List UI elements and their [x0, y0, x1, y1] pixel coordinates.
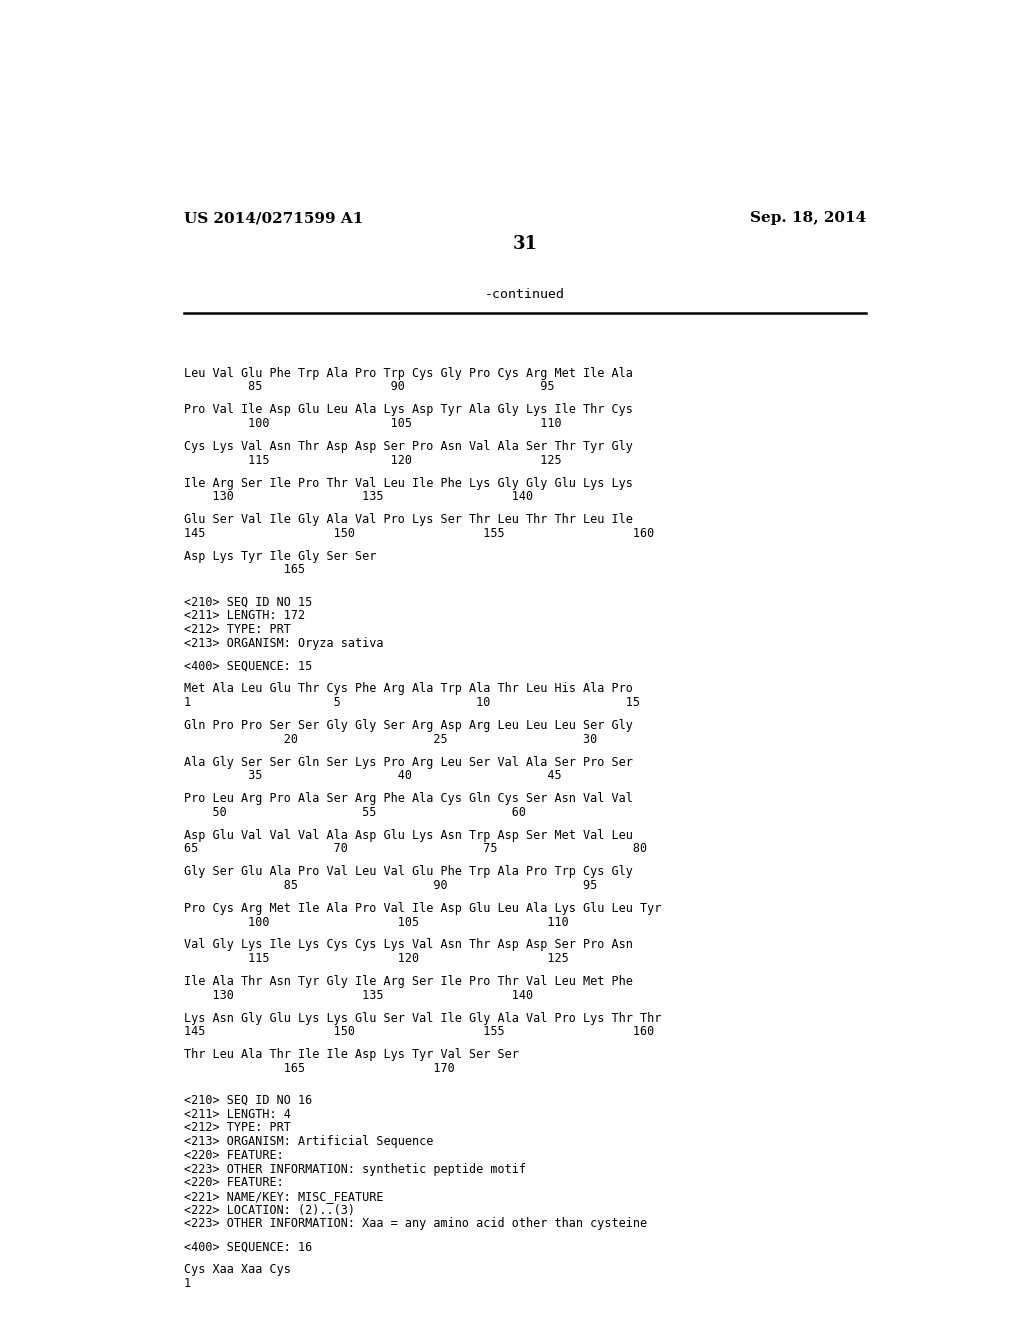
Text: Thr Leu Ala Thr Ile Ile Asp Lys Tyr Val Ser Ser: Thr Leu Ala Thr Ile Ile Asp Lys Tyr Val … — [183, 1048, 518, 1061]
Text: <213> ORGANISM: Oryza sativa: <213> ORGANISM: Oryza sativa — [183, 636, 383, 649]
Text: 100                 105                  110: 100 105 110 — [183, 417, 561, 430]
Text: Gly Ser Glu Ala Pro Val Leu Val Glu Phe Trp Ala Pro Trp Cys Gly: Gly Ser Glu Ala Pro Val Leu Val Glu Phe … — [183, 866, 633, 878]
Text: Asp Glu Val Val Val Ala Asp Glu Lys Asn Trp Asp Ser Met Val Leu: Asp Glu Val Val Val Ala Asp Glu Lys Asn … — [183, 829, 633, 842]
Text: <400> SEQUENCE: 15: <400> SEQUENCE: 15 — [183, 660, 311, 672]
Text: US 2014/0271599 A1: US 2014/0271599 A1 — [183, 211, 362, 226]
Text: Cys Lys Val Asn Thr Asp Asp Ser Pro Asn Val Ala Ser Thr Tyr Gly: Cys Lys Val Asn Thr Asp Asp Ser Pro Asn … — [183, 440, 633, 453]
Text: Met Ala Leu Glu Thr Cys Phe Arg Ala Trp Ala Thr Leu His Ala Pro: Met Ala Leu Glu Thr Cys Phe Arg Ala Trp … — [183, 682, 633, 696]
Text: Lys Asn Gly Glu Lys Lys Glu Ser Val Ile Gly Ala Val Pro Lys Thr Thr: Lys Asn Gly Glu Lys Lys Glu Ser Val Ile … — [183, 1011, 660, 1024]
Text: 145                  150                  155                  160: 145 150 155 160 — [183, 1026, 653, 1039]
Text: 85                  90                   95: 85 90 95 — [183, 380, 554, 393]
Text: <221> NAME/KEY: MISC_FEATURE: <221> NAME/KEY: MISC_FEATURE — [183, 1191, 383, 1203]
Text: <400> SEQUENCE: 16: <400> SEQUENCE: 16 — [183, 1241, 311, 1254]
Text: Pro Val Ile Asp Glu Leu Ala Lys Asp Tyr Ala Gly Lys Ile Thr Cys: Pro Val Ile Asp Glu Leu Ala Lys Asp Tyr … — [183, 404, 633, 416]
Text: 130                  135                  140: 130 135 140 — [183, 490, 532, 503]
Text: 20                   25                   30: 20 25 30 — [183, 733, 597, 746]
Text: <223> OTHER INFORMATION: Xaa = any amino acid other than cysteine: <223> OTHER INFORMATION: Xaa = any amino… — [183, 1217, 647, 1230]
Text: 50                   55                   60: 50 55 60 — [183, 805, 525, 818]
Text: 35                   40                   45: 35 40 45 — [183, 770, 561, 783]
Text: Sep. 18, 2014: Sep. 18, 2014 — [750, 211, 866, 226]
Text: 165: 165 — [183, 564, 305, 577]
Text: 100                  105                  110: 100 105 110 — [183, 916, 568, 928]
Text: 1                    5                   10                   15: 1 5 10 15 — [183, 696, 640, 709]
Text: 165                  170: 165 170 — [183, 1063, 455, 1074]
Text: Ala Gly Ser Ser Gln Ser Lys Pro Arg Leu Ser Val Ala Ser Pro Ser: Ala Gly Ser Ser Gln Ser Lys Pro Arg Leu … — [183, 755, 633, 768]
Text: <210> SEQ ID NO 16: <210> SEQ ID NO 16 — [183, 1094, 311, 1107]
Text: 145                  150                  155                  160: 145 150 155 160 — [183, 527, 653, 540]
Text: <220> FEATURE:: <220> FEATURE: — [183, 1148, 284, 1162]
Text: Gln Pro Pro Ser Ser Gly Gly Ser Arg Asp Arg Leu Leu Leu Ser Gly: Gln Pro Pro Ser Ser Gly Gly Ser Arg Asp … — [183, 719, 633, 733]
Text: Val Gly Lys Ile Lys Cys Cys Lys Val Asn Thr Asp Asp Ser Pro Asn: Val Gly Lys Ile Lys Cys Cys Lys Val Asn … — [183, 939, 633, 952]
Text: Leu Val Glu Phe Trp Ala Pro Trp Cys Gly Pro Cys Arg Met Ile Ala: Leu Val Glu Phe Trp Ala Pro Trp Cys Gly … — [183, 367, 633, 380]
Text: -continued: -continued — [484, 289, 565, 301]
Text: Asp Lys Tyr Ile Gly Ser Ser: Asp Lys Tyr Ile Gly Ser Ser — [183, 549, 376, 562]
Text: <212> TYPE: PRT: <212> TYPE: PRT — [183, 623, 291, 636]
Text: <223> OTHER INFORMATION: synthetic peptide motif: <223> OTHER INFORMATION: synthetic pepti… — [183, 1163, 525, 1176]
Text: Pro Cys Arg Met Ile Ala Pro Val Ile Asp Glu Leu Ala Lys Glu Leu Tyr: Pro Cys Arg Met Ile Ala Pro Val Ile Asp … — [183, 902, 660, 915]
Text: <212> TYPE: PRT: <212> TYPE: PRT — [183, 1122, 291, 1134]
Text: 1: 1 — [183, 1276, 190, 1290]
Text: 130                  135                  140: 130 135 140 — [183, 989, 532, 1002]
Text: <213> ORGANISM: Artificial Sequence: <213> ORGANISM: Artificial Sequence — [183, 1135, 433, 1148]
Text: Ile Ala Thr Asn Tyr Gly Ile Arg Ser Ile Pro Thr Val Leu Met Phe: Ile Ala Thr Asn Tyr Gly Ile Arg Ser Ile … — [183, 975, 633, 989]
Text: <222> LOCATION: (2)..(3): <222> LOCATION: (2)..(3) — [183, 1204, 354, 1217]
Text: 115                  120                  125: 115 120 125 — [183, 952, 568, 965]
Text: Glu Ser Val Ile Gly Ala Val Pro Lys Ser Thr Leu Thr Thr Leu Ile: Glu Ser Val Ile Gly Ala Val Pro Lys Ser … — [183, 513, 633, 527]
Text: 65                   70                   75                   80: 65 70 75 80 — [183, 842, 647, 855]
Text: Cys Xaa Xaa Cys: Cys Xaa Xaa Cys — [183, 1263, 291, 1276]
Text: <210> SEQ ID NO 15: <210> SEQ ID NO 15 — [183, 595, 311, 609]
Text: <220> FEATURE:: <220> FEATURE: — [183, 1176, 284, 1189]
Text: 115                 120                  125: 115 120 125 — [183, 454, 561, 467]
Text: 31: 31 — [512, 235, 538, 252]
Text: 85                   90                   95: 85 90 95 — [183, 879, 597, 892]
Text: Ile Arg Ser Ile Pro Thr Val Leu Ile Phe Lys Gly Gly Glu Lys Lys: Ile Arg Ser Ile Pro Thr Val Leu Ile Phe … — [183, 477, 633, 490]
Text: <211> LENGTH: 172: <211> LENGTH: 172 — [183, 609, 305, 622]
Text: Pro Leu Arg Pro Ala Ser Arg Phe Ala Cys Gln Cys Ser Asn Val Val: Pro Leu Arg Pro Ala Ser Arg Phe Ala Cys … — [183, 792, 633, 805]
Text: <211> LENGTH: 4: <211> LENGTH: 4 — [183, 1107, 291, 1121]
